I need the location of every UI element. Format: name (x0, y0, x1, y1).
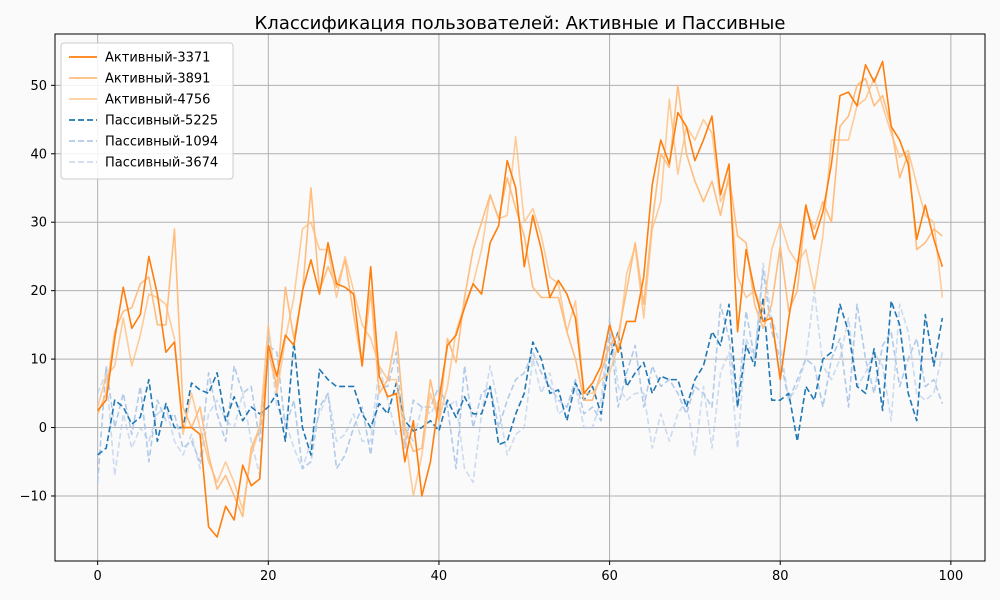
y-tick-label: −10 (20, 489, 47, 504)
x-tick-label: 40 (431, 569, 448, 584)
y-tick-label: 20 (30, 284, 47, 299)
series-line-Активный-3371 (97, 60, 944, 538)
legend: Активный-3371 Активный-3891 Активный-4756 П… (60, 42, 234, 180)
x-tick-label: 80 (772, 569, 789, 584)
y-tick-label: 50 (30, 79, 47, 94)
legend-label: Активный-3891 (105, 72, 210, 87)
y-tick-label: 30 (30, 216, 47, 231)
series-layer (96, 60, 944, 538)
y-tick-label: 0 (39, 421, 47, 436)
x-tick-label: 20 (260, 569, 277, 584)
legend-box (60, 42, 234, 180)
x-tick-label: 0 (94, 569, 102, 584)
series-line-Пассивный-5225 (97, 296, 944, 456)
legend-label: Пассивный-5225 (105, 114, 218, 129)
legend-label: Активный-4756 (105, 93, 210, 108)
legend-label: Пассивный-3674 (105, 156, 218, 171)
x-tick-label: 100 (938, 569, 963, 584)
axis-ticks: 0 20 40 60 80 100 −10 0 10 20 30 40 50 (20, 79, 964, 584)
plot-frame (54, 33, 986, 562)
y-tick-label: 10 (30, 353, 47, 368)
legend-label: Пассивный-1094 (105, 135, 218, 150)
y-tick-label: 40 (30, 147, 47, 162)
legend-label: Активный-3371 (105, 51, 210, 66)
series-line-Пассивный-1094 (96, 269, 944, 483)
x-tick-label: 60 (601, 569, 618, 584)
chart-title: Классификация пользователей: Активные и … (255, 13, 786, 34)
